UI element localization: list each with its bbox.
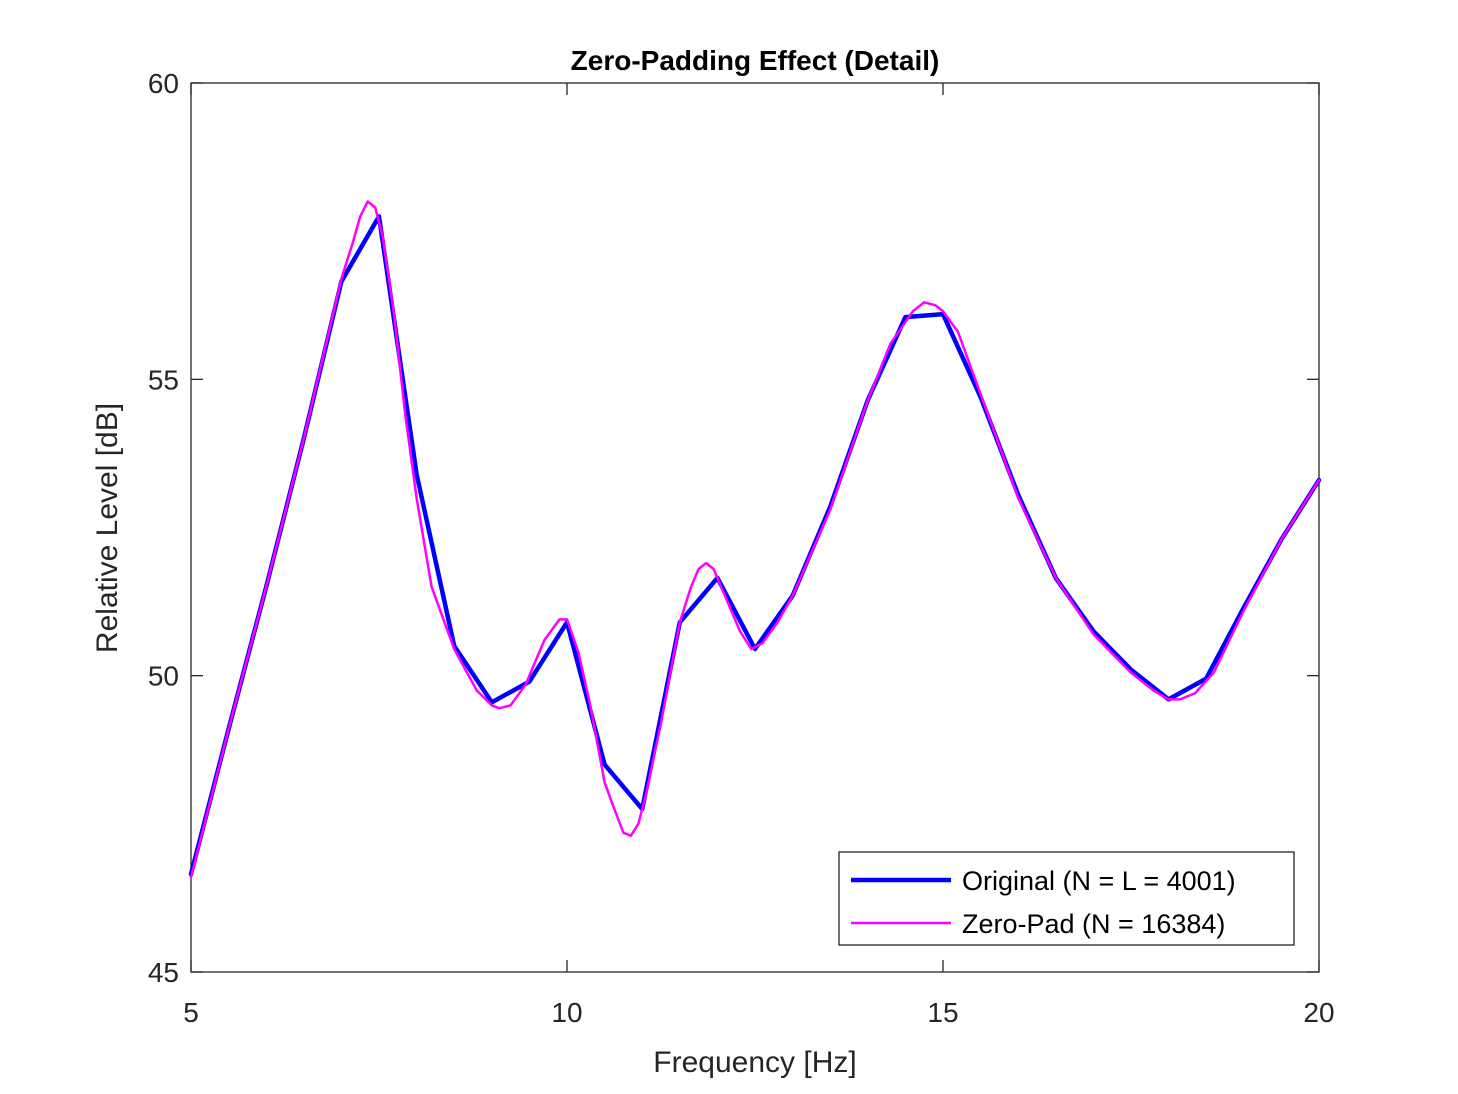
y-axis-label: Relative Level [dB] [91,403,124,653]
y-tick-label: 50 [148,661,179,692]
y-tick-label: 45 [148,957,179,988]
legend-label: Original (N = L = 4001) [962,866,1236,896]
x-tick-label: 15 [927,997,958,1028]
x-tick-label: 20 [1303,997,1334,1028]
series-layer [188,200,1322,879]
series-original-line [188,214,1322,877]
legend-box [838,851,1295,946]
y-tick-label: 60 [148,68,179,99]
y-tick-label: 55 [148,364,179,395]
chart-title: Zero-Padding Effect (Detail) [571,45,940,76]
x-tick-label: 10 [551,997,582,1028]
x-tick-label: 5 [183,997,199,1028]
series-zero-pad-line [189,200,1321,879]
x-axis-label: Frequency [Hz] [653,1046,856,1079]
legend-label: Zero-Pad (N = 16384) [962,909,1225,939]
legend: Original (N = L = 4001) Zero-Pad (N = 163… [838,851,1295,946]
